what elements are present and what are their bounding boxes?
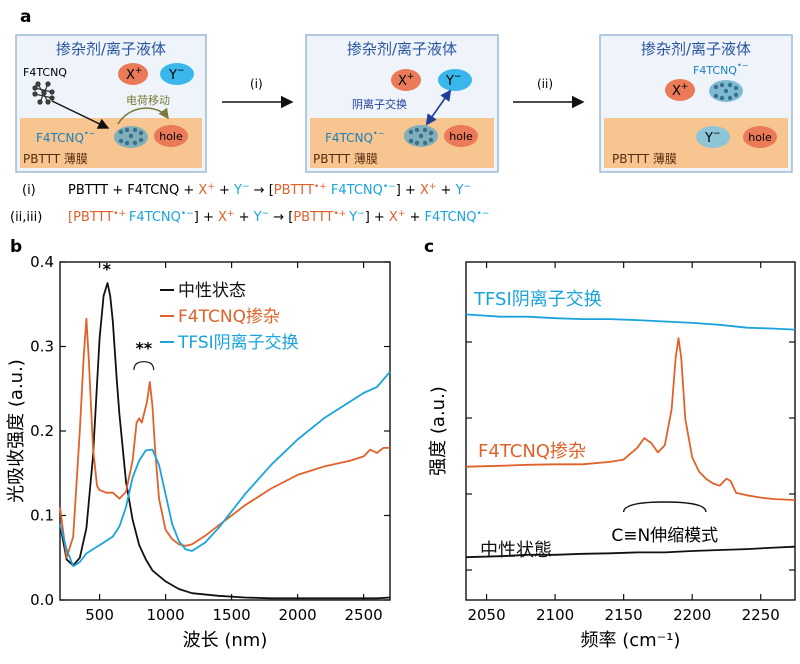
box2-title: 掺杂剂/离子液体	[347, 40, 457, 58]
box1-film: PBTTT 薄膜	[23, 151, 88, 166]
plot-frame	[465, 261, 796, 601]
box3-dopant-anion: F4TCNQ•−	[693, 61, 748, 77]
diagram-box-2: 掺杂剂/离子液体 X+ Y− 阴离子交换 F4TCNQ•− hole PBTTT…	[305, 34, 499, 173]
series-label: TFSI阴离子交换	[473, 289, 602, 310]
diagram-box-1: 掺杂剂/离子液体 F4TCNQ X+ Y− 电荷移动 F4TCNQ•− hole…	[15, 34, 207, 173]
series-line-2	[59, 371, 391, 568]
box3-film: PBTTT 薄膜	[612, 151, 677, 166]
anion-exchange-label: 阴离子交换	[352, 97, 407, 111]
panel-c-label: c	[424, 237, 434, 257]
f4tcnq-anion-molecule-icon	[404, 125, 438, 147]
box2-anion: Y−	[445, 72, 462, 89]
annotation-bracket	[133, 361, 155, 371]
y-tick-label: 0.1	[30, 507, 54, 525]
box2-hole: hole	[449, 130, 473, 143]
peak-annotation: *	[103, 260, 112, 279]
box1-title: 掺杂剂/离子液体	[56, 40, 166, 58]
box1-hole: hole	[159, 130, 183, 143]
box3-cation: X+	[672, 82, 688, 99]
box2-cation: X+	[398, 72, 414, 89]
equation-i: (i) PBTTT + F4TCNQ + X+ + Y− → [PBTTT•+ …	[22, 182, 471, 198]
series-line-1	[59, 317, 390, 559]
step-ii-label: (ii)	[537, 77, 553, 91]
x-tick-label: 500	[85, 606, 114, 624]
x-tick-label: 2050	[467, 606, 505, 624]
series-line-0	[465, 313, 796, 331]
peak-annotation: **	[135, 338, 152, 357]
x-tick-label: 2100	[536, 606, 574, 624]
series-line-1	[465, 337, 796, 501]
ir-chart: 2050 2100 2150 2200 2250 TFSI阴离子交换 F4TCNQ掺杂中性状…	[428, 261, 796, 651]
box1-anion: Y−	[168, 66, 185, 83]
step-i-label: (i)	[250, 77, 263, 91]
x-tick-label: 2200	[673, 606, 711, 624]
panel-a-label: a	[20, 7, 31, 27]
x-axis-label: 频率 (cm⁻¹)	[581, 630, 681, 651]
series-line-0	[59, 282, 391, 600]
x-tick-label: 1000	[147, 606, 185, 624]
y-axis-label: 光吸收强度 (a.u.)	[6, 359, 27, 503]
y-tick-label: 0.4	[30, 253, 54, 271]
y-tick-label: 0.3	[30, 338, 54, 356]
diagram-box-3: 掺杂剂/离子液体 F4TCNQ•− X+ Y− hole PBTTT 薄膜	[599, 34, 793, 173]
f4tcnq-molecule-icon	[32, 81, 55, 105]
box2-film: PBTTT 薄膜	[313, 151, 378, 166]
charge-transfer-label: 电荷移动	[126, 94, 170, 107]
series-label: 中性状態	[480, 540, 552, 561]
x-tick-label: 2150	[605, 606, 643, 624]
y-tick-label: 0.2	[30, 422, 54, 440]
box3-hole: hole	[748, 131, 772, 144]
series-label: F4TCNQ掺杂	[478, 441, 586, 462]
box3-title: 掺杂剂/离子液体	[641, 40, 751, 58]
annotation-bracket	[622, 501, 707, 513]
x-axis-label: 波长 (nm)	[183, 630, 268, 651]
y-tick-label: 0.0	[30, 591, 54, 609]
legend-label: F4TCNQ掺杂	[178, 307, 280, 327]
absorption-chart: 500 1000 1500 2000 2500 0.0 0.1 0.2 0.3 0.4 中性状态 F4…	[6, 253, 391, 651]
box1-cation: X+	[126, 66, 142, 83]
legend-label: 中性状态	[178, 281, 246, 301]
x-tick-label: 2250	[742, 606, 780, 624]
x-tick-label: 1500	[213, 606, 251, 624]
panel-b-label: b	[10, 237, 22, 257]
y-axis-label: 强度 (a.u.)	[428, 386, 449, 476]
box1-dopant-label: F4TCNQ	[23, 66, 67, 79]
legend-label: TFSI阴离子交换	[177, 333, 299, 353]
equation-ii-iii: (ii,iii) [PBTTT•+ F4TCNQ•−] + X+ + Y− → …	[10, 209, 489, 225]
series-line-2	[465, 545, 796, 559]
box3-anion: Y−	[704, 129, 721, 146]
annotation-label: C≡N伸缩模式	[611, 526, 718, 546]
box2-dopant-anion: F4TCNQ•−	[325, 129, 384, 145]
box1-dopant-anion: F4TCNQ•−	[36, 129, 95, 145]
f4tcnq-anion-molecule-icon	[114, 126, 148, 148]
x-tick-label: 2000	[279, 606, 317, 624]
x-tick-label: 2500	[345, 606, 383, 624]
f4tcnq-anion-molecule-icon	[709, 80, 743, 102]
